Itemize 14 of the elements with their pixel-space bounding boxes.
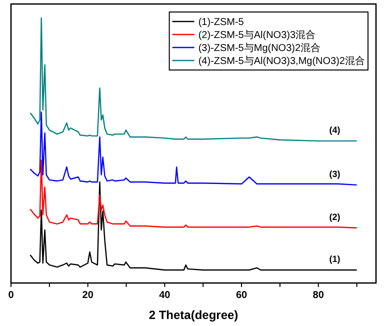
- annotation: (4): [329, 124, 340, 135]
- x-axis-title: 2 Theta(degree): [148, 308, 238, 322]
- legend-label: (1)-ZSM-5: [198, 17, 244, 28]
- annotation: (3): [329, 168, 340, 179]
- legend-label: (3)-ZSM-5与Mg(NO3)2混合: [198, 42, 321, 54]
- x-tick-label: 60: [236, 290, 248, 301]
- legend-label: (2)-ZSM-5与Al(NO3)3混合: [198, 29, 316, 41]
- annotation: (1): [329, 254, 340, 264]
- legend-label: (4)-ZSM-5与Al(NO3)3,Mg(NO3)2混合: [198, 55, 365, 67]
- x-tick-label: 20: [82, 290, 94, 301]
- x-tick-label: 40: [159, 290, 171, 301]
- x-tick-label: 80: [312, 290, 324, 301]
- x-tick-label: 0: [8, 290, 14, 301]
- annotation: (2): [329, 212, 340, 222]
